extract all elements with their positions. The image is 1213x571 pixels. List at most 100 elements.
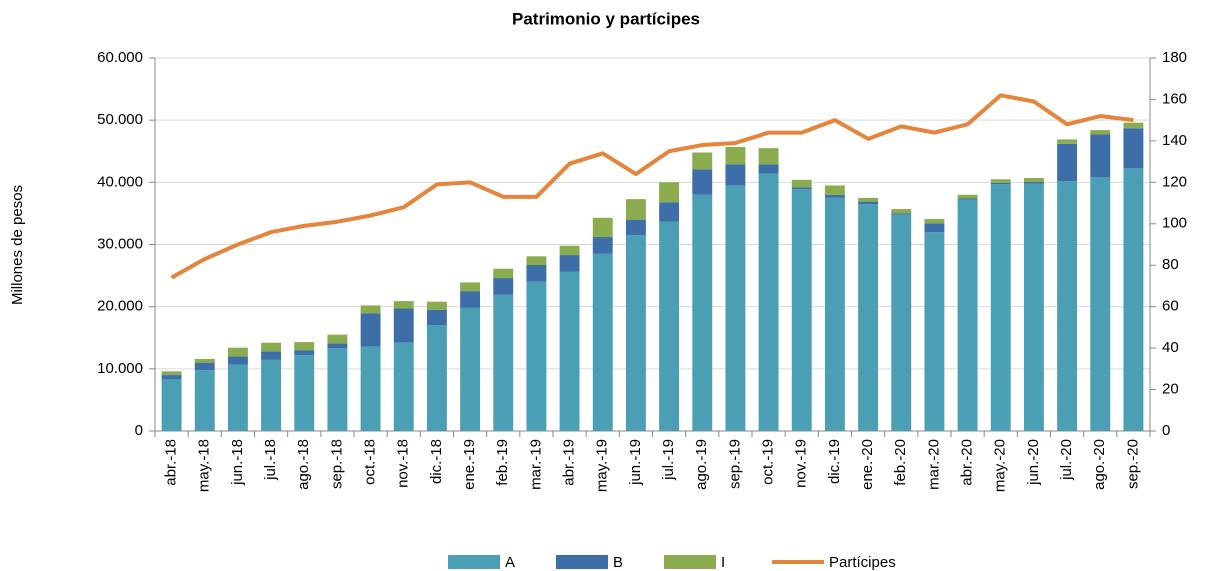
- bar-segment: [725, 185, 746, 431]
- x-tick-label: dic.-19: [826, 439, 843, 484]
- bar-segment: [526, 265, 547, 282]
- y-tick-label: 0: [135, 422, 143, 439]
- legend-label: Partícipes: [829, 554, 896, 571]
- y2-tick-label: 160: [1162, 90, 1187, 107]
- bar-segment: [758, 164, 779, 174]
- bar-segment: [261, 351, 282, 360]
- y-tick-label: 40.000: [97, 173, 143, 190]
- bar-segment: [791, 179, 812, 188]
- bar-segment: [659, 182, 680, 203]
- bar-segment: [194, 362, 215, 371]
- x-tick-label: abr.-19: [561, 439, 578, 486]
- legend-label: B: [613, 554, 623, 571]
- y-tick-label: 20.000: [97, 298, 143, 315]
- bar-segment: [758, 148, 779, 165]
- bar-segment: [625, 219, 646, 236]
- bar-segment: [227, 356, 248, 365]
- bar-segment: [1023, 177, 1044, 182]
- bar-segment: [1123, 168, 1144, 431]
- bar-segment: [1090, 130, 1111, 135]
- x-tick-label: ago.-20: [1091, 439, 1108, 490]
- x-tick-label: nov.-18: [395, 439, 412, 488]
- bar-segment: [1057, 139, 1078, 144]
- bar-segment: [1057, 143, 1078, 182]
- x-tick-label: nov.-19: [793, 439, 810, 488]
- bar-segment: [227, 347, 248, 357]
- x-tick-label: may.-19: [594, 439, 611, 492]
- bar-segment: [426, 309, 447, 326]
- y-tick-label: 30.000: [97, 235, 143, 252]
- bar-segment: [692, 169, 713, 195]
- bar-segment: [261, 342, 282, 352]
- bar-segment: [327, 334, 348, 344]
- x-tick-label: jun.-20: [1025, 439, 1042, 486]
- bar-segment: [659, 221, 680, 431]
- bar-segment: [824, 194, 845, 198]
- bar-segment: [393, 308, 414, 343]
- x-tick-label: abr.-20: [959, 439, 976, 486]
- legend-label: A: [505, 554, 515, 571]
- x-tick-label: jul.-18: [262, 439, 279, 481]
- y2-tick-label: 140: [1162, 132, 1187, 149]
- x-tick-label: jul.-19: [660, 439, 677, 481]
- bar-segment: [294, 355, 315, 431]
- x-tick-label: sep.-20: [1124, 439, 1141, 489]
- chart-title: Patrimonio y partícipes: [512, 9, 700, 28]
- bar-segment: [957, 194, 978, 199]
- y-tick-label: 10.000: [97, 360, 143, 377]
- y-tick-label: 60.000: [97, 49, 143, 66]
- x-tick-label: jun.-18: [229, 439, 246, 486]
- bar-segment: [493, 278, 514, 295]
- bar-segment: [990, 184, 1011, 431]
- bar-segment: [194, 370, 215, 431]
- bar-segment: [957, 198, 978, 200]
- bar-segment: [625, 199, 646, 220]
- x-tick-label: jun.-19: [627, 439, 644, 486]
- legend-swatch: [448, 555, 500, 569]
- bar-segment: [1023, 183, 1044, 431]
- bar-segment: [1090, 177, 1111, 431]
- bar-segment: [526, 281, 547, 431]
- y2-tick-label: 0: [1162, 422, 1170, 439]
- bar-segment: [924, 219, 945, 224]
- x-tick-label: sep.-19: [726, 439, 743, 489]
- bar-segment: [957, 199, 978, 431]
- x-tick-label: feb.-19: [494, 439, 511, 486]
- bar-segment: [161, 375, 182, 380]
- bar-segment: [692, 194, 713, 431]
- bar-segment: [559, 255, 580, 272]
- bar-segment: [891, 213, 912, 215]
- bar-segment: [426, 325, 447, 431]
- x-tick-label: mar.-20: [925, 439, 942, 490]
- bar-segment: [493, 294, 514, 431]
- bar-segment: [758, 173, 779, 431]
- x-tick-label: oct.-18: [362, 439, 379, 485]
- bar-segment: [692, 152, 713, 170]
- bar-segment: [493, 268, 514, 279]
- bar-segment: [625, 235, 646, 431]
- x-tick-label: ene.-19: [461, 439, 478, 490]
- bar-segment: [261, 359, 282, 431]
- x-tick-label: mar.-19: [527, 439, 544, 490]
- x-tick-label: may.-20: [992, 439, 1009, 492]
- x-tick-label: ago.-18: [295, 439, 312, 490]
- bar-segment: [824, 185, 845, 195]
- bar-segment: [824, 197, 845, 431]
- legend-swatch: [664, 555, 716, 569]
- bar-segment: [360, 346, 381, 431]
- bar-segment: [327, 348, 348, 431]
- bar-segment: [460, 282, 481, 292]
- bar-segment: [990, 179, 1011, 183]
- y-axis-label: Millones de pesos: [9, 185, 26, 305]
- bar-segment: [858, 197, 879, 202]
- bar-segment: [592, 253, 613, 431]
- x-tick-label: sep.-18: [328, 439, 345, 489]
- y2-tick-label: 180: [1162, 49, 1187, 66]
- x-tick-label: dic.-18: [428, 439, 445, 484]
- bar-segment: [161, 371, 182, 376]
- bar-segment: [659, 202, 680, 222]
- y2-tick-label: 40: [1162, 339, 1179, 356]
- bar-segment: [161, 379, 182, 431]
- bar-segment: [393, 301, 414, 309]
- bar-segment: [891, 214, 912, 431]
